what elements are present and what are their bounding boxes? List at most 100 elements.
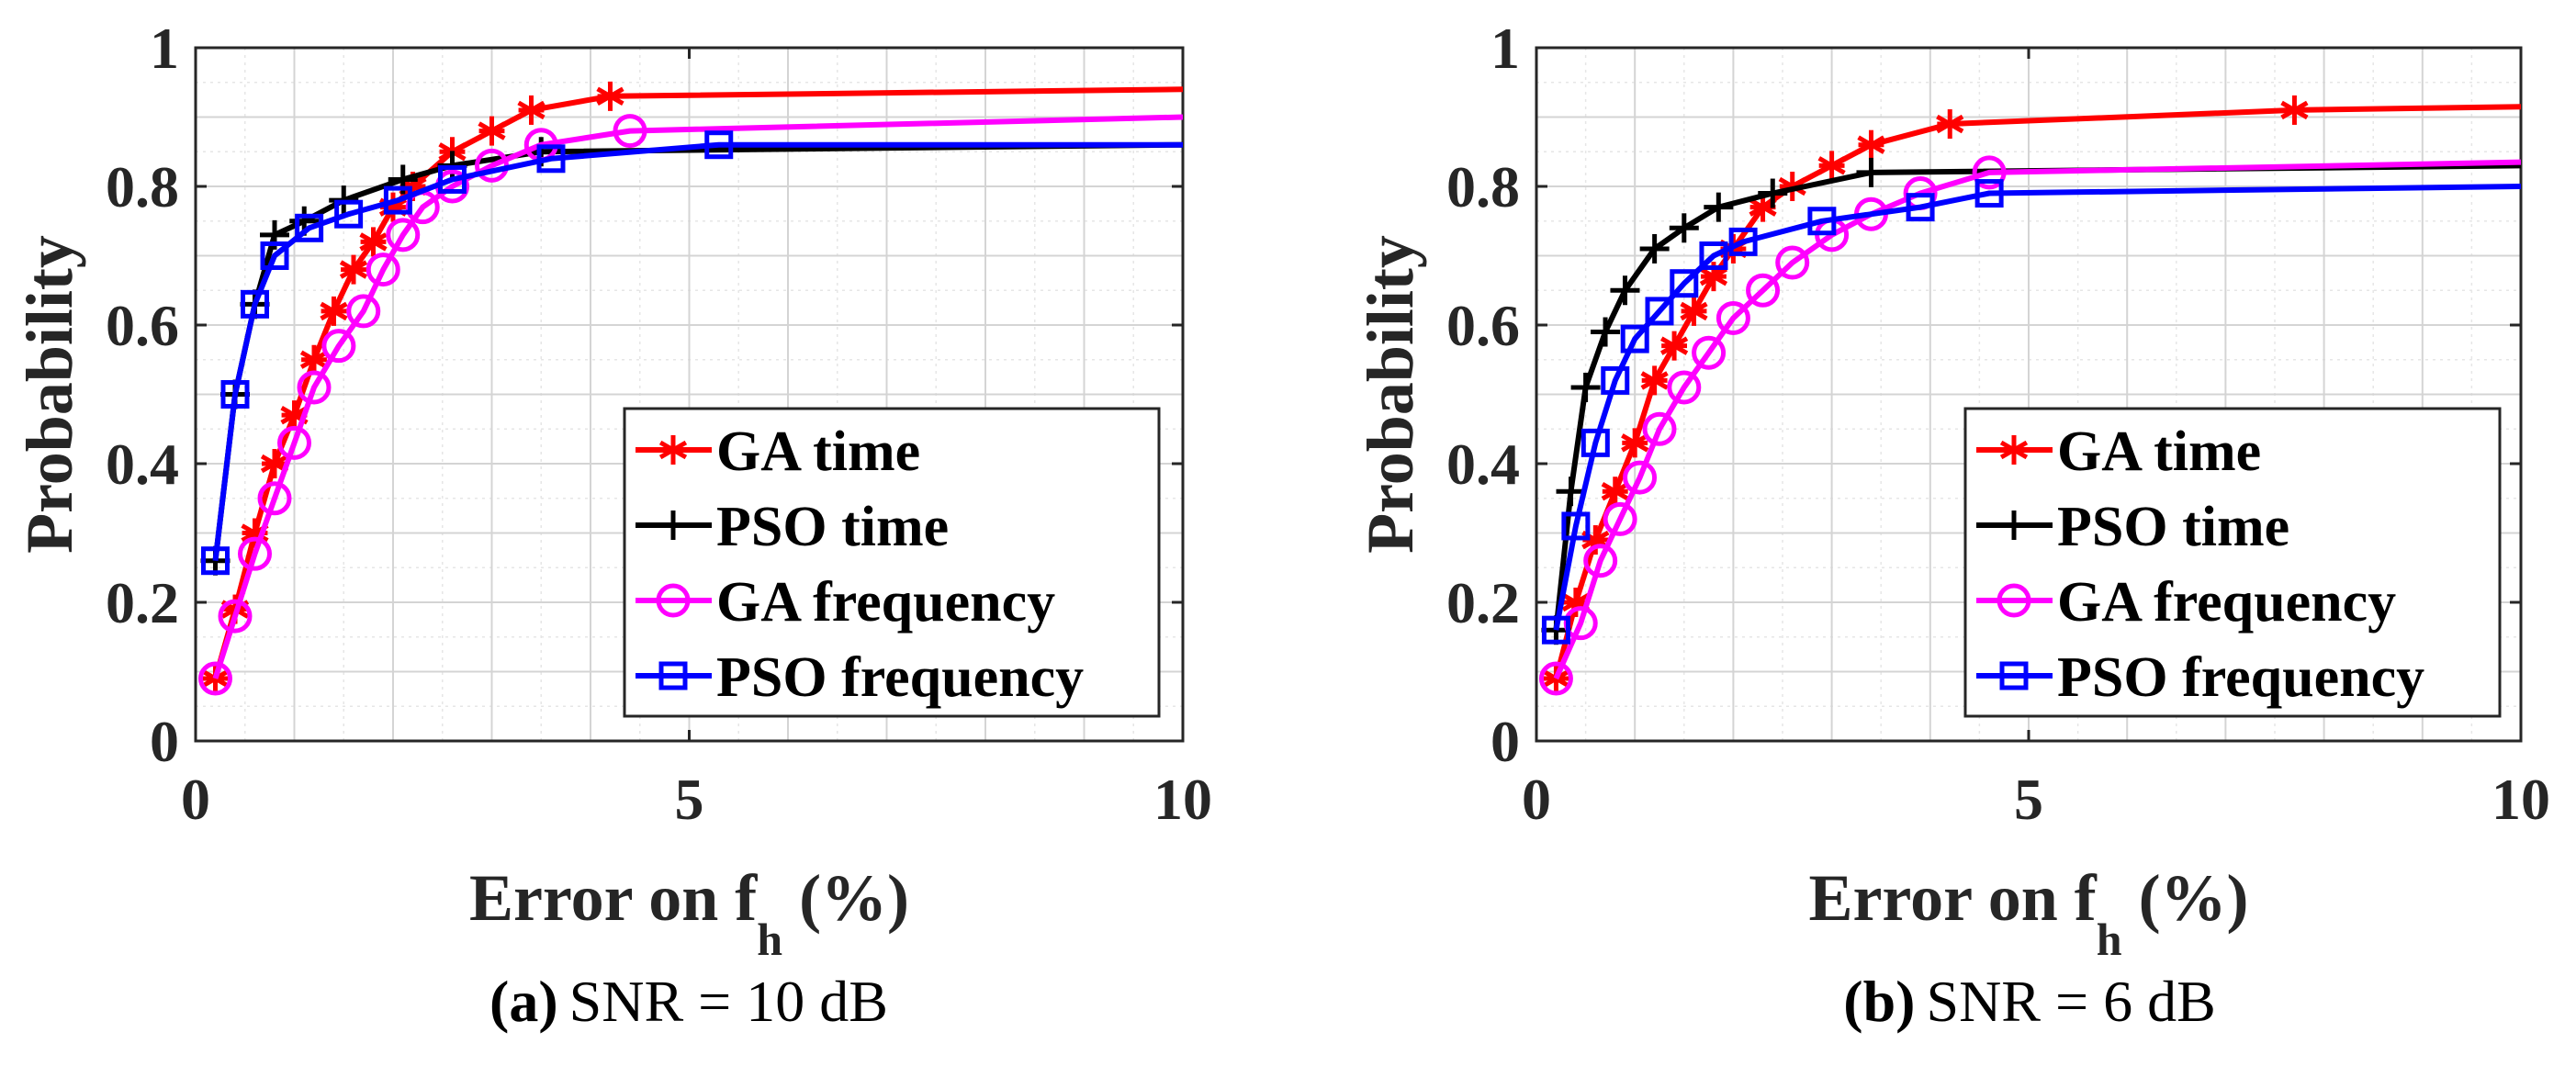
x-axis-label-main: Error on f (1808, 861, 2097, 935)
caption-text: SNR = 6 dB (1926, 969, 2215, 1034)
data-point (1640, 365, 1669, 396)
legend-entry: GA frequency (636, 571, 1055, 634)
data-point (1659, 331, 1689, 361)
data-point (1936, 109, 1964, 140)
x-axis-label-tail: (%) (2122, 861, 2249, 935)
data-point (1601, 477, 1629, 507)
square-marker (1670, 269, 1699, 298)
square-marker (1807, 207, 1837, 236)
y-tick-label: 0.8 (106, 154, 179, 219)
data-point (1972, 155, 2007, 190)
data-point (1645, 297, 1674, 326)
square-marker (438, 164, 467, 194)
circle-marker (1775, 245, 1810, 280)
square-marker (1728, 227, 1758, 256)
data-point (1746, 273, 1781, 308)
circle-marker (1997, 583, 2031, 618)
y-tick-label: 0.4 (1446, 432, 1520, 497)
data-point (238, 536, 272, 571)
data-point (299, 344, 329, 375)
data-point (1974, 179, 2004, 208)
data-point (1699, 241, 1728, 270)
series-line (212, 114, 1183, 679)
data-point (320, 296, 348, 326)
data-point (1542, 664, 1570, 694)
legend-label: GA frequency (716, 571, 1055, 634)
x-tick-label: 5 (675, 767, 704, 832)
y-axis-label: Probability (1354, 235, 1427, 554)
data-point (2280, 95, 2309, 125)
legend: GA time PSO time GA frequency PSO frequency (623, 407, 1161, 718)
series-ga-time (201, 81, 1183, 694)
data-point (1591, 317, 1621, 347)
circle-marker (613, 114, 647, 149)
y-tick-label: 0.2 (1446, 570, 1520, 635)
data-point (346, 294, 381, 329)
square-marker (1580, 428, 1610, 457)
square-marker (536, 144, 566, 174)
series-line (212, 86, 1183, 679)
square-marker (201, 546, 230, 576)
series-line (1553, 159, 2521, 680)
circle-marker (346, 294, 381, 329)
data-point (1580, 428, 1610, 457)
data-point (1623, 460, 1658, 495)
x-axis-label: Error on fh (%) (1808, 861, 2248, 965)
y-tick-label: 1 (150, 16, 179, 81)
circle-marker (366, 252, 400, 287)
data-point (220, 380, 250, 409)
circle-marker (656, 583, 691, 618)
y-tick-label: 0.6 (1446, 293, 1520, 358)
data-point (1692, 335, 1727, 370)
data-point (1857, 129, 1885, 160)
circle-marker (257, 481, 292, 516)
data-point (1639, 233, 1670, 264)
data-point (704, 130, 734, 160)
data-point (257, 481, 292, 516)
data-point (386, 218, 421, 252)
y-tick-label: 0.6 (106, 293, 179, 358)
x-tick-label: 0 (181, 767, 210, 832)
square-marker (1999, 661, 2029, 690)
circle-marker (386, 218, 421, 252)
caption-text: SNR = 10 dB (569, 969, 888, 1034)
circle-marker (1623, 460, 1658, 495)
data-point (1621, 428, 1649, 458)
data-point (1583, 544, 1618, 578)
circle-marker (238, 536, 272, 571)
data-point (277, 425, 311, 460)
circle-marker (1583, 544, 1618, 578)
data-point (1642, 411, 1677, 446)
data-point (1603, 501, 1637, 536)
legend-label: GA time (716, 421, 920, 483)
data-point (1728, 227, 1758, 256)
data-point (297, 370, 332, 405)
x-tick-label: 10 (2492, 767, 2550, 832)
data-point (613, 114, 647, 149)
data-point (201, 664, 230, 694)
square-marker (1974, 179, 2004, 208)
x-tick-label: 5 (2014, 767, 2043, 832)
data-point (295, 213, 324, 242)
data-point (478, 116, 506, 146)
data-point (1715, 300, 1750, 335)
x-axis-label-main: Error on f (469, 861, 758, 935)
x-axis-label-subscript: h (2097, 914, 2122, 965)
square-marker (260, 241, 289, 270)
panel-caption: (a) SNR = 10 dB (489, 969, 888, 1034)
circle-marker (297, 370, 332, 405)
legend-entry: PSO frequency (1976, 646, 2424, 709)
data-point (517, 95, 546, 125)
caption-letter: (b) (1843, 969, 1915, 1034)
legend-entry: GA time (1976, 421, 2261, 483)
data-point (321, 329, 356, 364)
legend-entry: PSO time (1976, 496, 2289, 558)
caption-letter: (a) (489, 969, 558, 1034)
data-point (438, 164, 467, 194)
data-point (241, 289, 269, 319)
data-point (1561, 511, 1591, 541)
legend-label: PSO time (2057, 496, 2289, 558)
y-tick-label: 1 (1490, 16, 1520, 81)
data-point (1775, 245, 1810, 280)
legend-box (1963, 407, 2502, 718)
